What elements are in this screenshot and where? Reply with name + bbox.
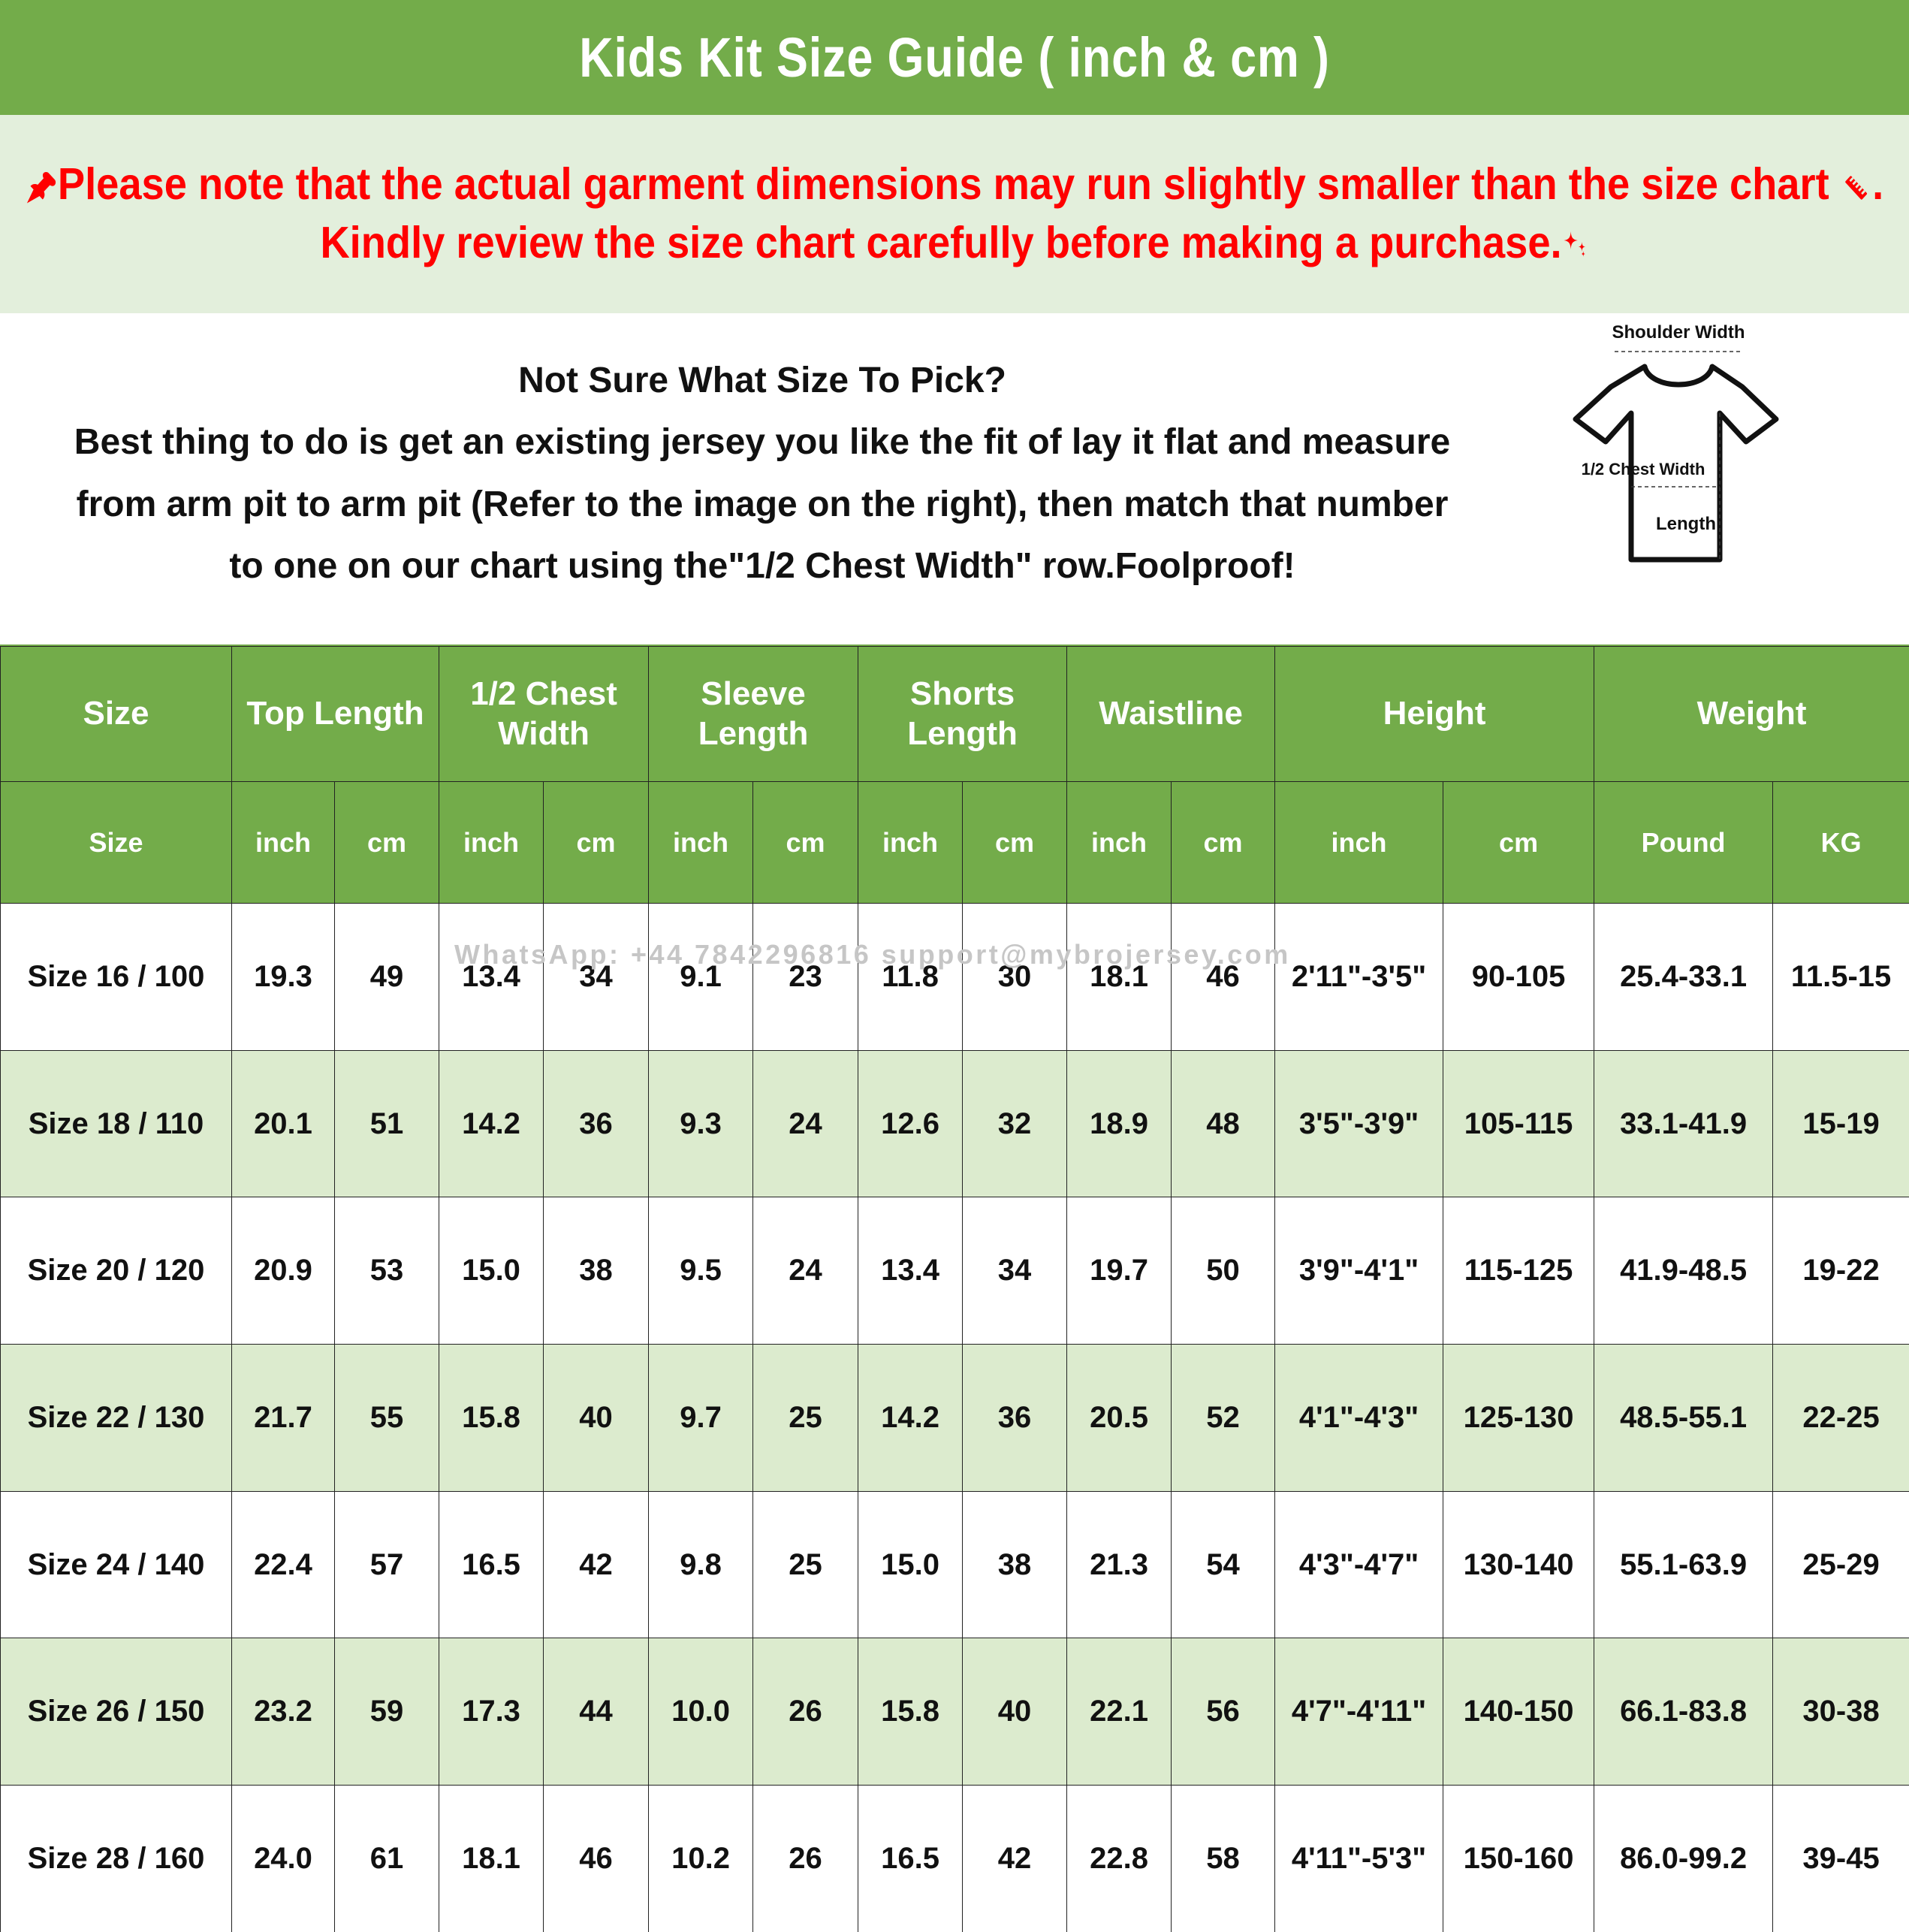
svg-text:Shoulder Width: Shoulder Width [1612,322,1745,343]
svg-text:1/2 Chest Width: 1/2 Chest Width [1582,460,1705,478]
svg-text:Length: Length [1656,514,1716,534]
